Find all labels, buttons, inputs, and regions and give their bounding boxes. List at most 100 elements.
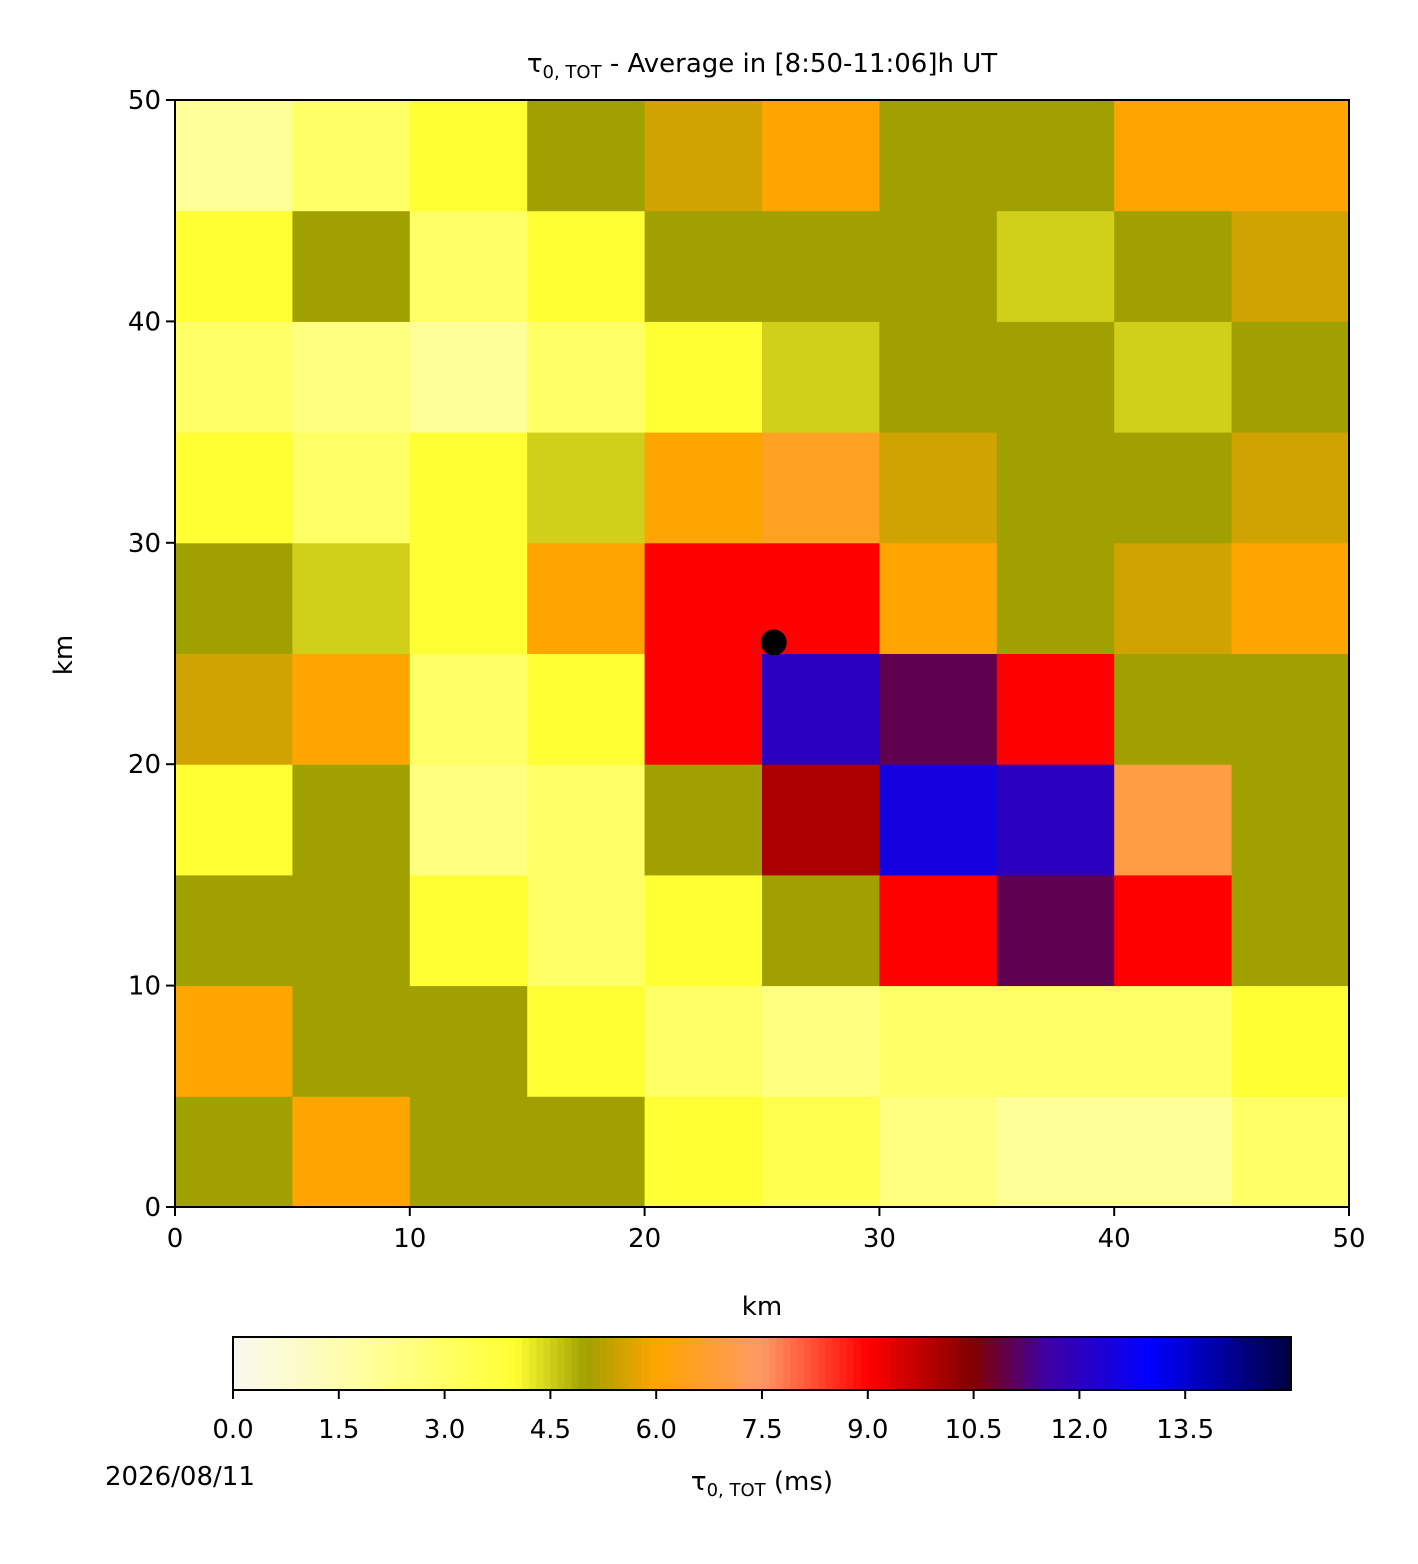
colorbar-step [1044, 1337, 1052, 1390]
heat-cell [175, 100, 293, 212]
y-tick-label: 0 [144, 1193, 161, 1223]
heat-cell [292, 985, 411, 1097]
heat-cell [996, 764, 1115, 876]
colorbar-step [1178, 1337, 1186, 1390]
heat-cell [1114, 100, 1233, 212]
x-tick-label: 20 [628, 1224, 661, 1254]
heat-cell [1114, 653, 1233, 765]
x-tick-label: 40 [1098, 1224, 1131, 1254]
colorbar-step [444, 1337, 453, 1390]
colorbar-step [437, 1337, 446, 1390]
heat-cell [762, 985, 880, 1097]
site-marker [760, 629, 787, 656]
colorbar-step [381, 1337, 389, 1390]
colorbar-step [839, 1337, 848, 1390]
colorbar-step [1185, 1337, 1193, 1390]
colorbar-step [1142, 1337, 1151, 1390]
x-tick-label: 30 [863, 1224, 896, 1254]
colorbar-step [402, 1337, 410, 1390]
colorbar-step [613, 1337, 622, 1390]
heat-cell [644, 874, 763, 987]
colorbar-step [557, 1337, 566, 1390]
heat-cell [409, 764, 528, 876]
cbar-subscript: 0, TOT [707, 1480, 767, 1501]
heat-cell [527, 100, 646, 212]
cbar-text: (ms) [766, 1467, 833, 1497]
colorbar-step [317, 1337, 326, 1390]
heat-cell [879, 210, 998, 322]
colorbar-step [606, 1337, 615, 1390]
colorbar-step [599, 1337, 608, 1390]
colorbar-step [719, 1337, 728, 1390]
heat-cell [409, 321, 528, 433]
colorbar-tick-label: 0.0 [212, 1415, 253, 1445]
heat-cell [1231, 874, 1350, 987]
colorbar-step [1255, 1337, 1264, 1390]
heat-cell [1231, 432, 1350, 544]
colorbar-step [423, 1337, 432, 1390]
heat-cell [644, 764, 763, 876]
colorbar-tick-label: 6.0 [636, 1415, 677, 1445]
colorbar-step [1008, 1337, 1017, 1390]
colorbar-step [493, 1337, 502, 1390]
colorbar-step [896, 1337, 904, 1390]
heat-cell [292, 1096, 411, 1208]
colorbar-step [1093, 1337, 1102, 1390]
colorbar-step [945, 1337, 954, 1390]
heat-cell [292, 874, 411, 987]
x-axis-label: km [742, 1292, 782, 1322]
colorbar-step [888, 1337, 897, 1390]
colorbar-step [754, 1337, 763, 1390]
heat-cell [996, 210, 1115, 322]
colorbar-step [451, 1337, 460, 1390]
colorbar-step [409, 1337, 417, 1390]
heat-cell [1231, 985, 1350, 1097]
colorbar-step [691, 1337, 700, 1390]
colorbar-step [261, 1337, 269, 1390]
colorbar-step [1213, 1337, 1222, 1390]
colorbar-label: τ0, TOT (ms) [691, 1467, 833, 1501]
y-tick-label: 50 [128, 86, 161, 116]
heat-cell [996, 100, 1115, 212]
heat-cell [879, 653, 998, 765]
colorbar-step [769, 1337, 777, 1390]
colorbar-step [289, 1337, 298, 1390]
colorbar-step [515, 1337, 523, 1390]
colorbar-step [987, 1337, 996, 1390]
colorbar-step [684, 1337, 693, 1390]
colorbar-step [536, 1337, 544, 1390]
colorbar-step [550, 1337, 559, 1390]
colorbar-step [627, 1337, 636, 1390]
colorbar-step [1065, 1337, 1073, 1390]
heat-cell [762, 210, 880, 322]
heat-cell [644, 432, 763, 544]
heat-cell [644, 653, 763, 765]
heat-cell [175, 321, 293, 433]
colorbar-step [1100, 1337, 1109, 1390]
colorbar-step [966, 1337, 975, 1390]
colorbar-step [705, 1337, 714, 1390]
heat-cell [292, 100, 411, 212]
heat-cell [644, 542, 763, 654]
colorbar-step [994, 1337, 1003, 1390]
colorbar-step [310, 1337, 319, 1390]
heat-cell [292, 653, 411, 765]
colorbar-step [1051, 1337, 1059, 1390]
colorbar-step [331, 1337, 340, 1390]
heat-cell [879, 321, 998, 433]
colorbar-step [472, 1337, 481, 1390]
heat-cell [292, 764, 411, 876]
heat-cell [527, 321, 646, 433]
colorbar-step [663, 1337, 671, 1390]
heat-cell [996, 985, 1115, 1097]
heat-cell [409, 874, 528, 987]
colorbar-step [1114, 1337, 1123, 1390]
colorbar-step [1164, 1337, 1172, 1390]
heat-cell [879, 542, 998, 654]
colorbar-step [1220, 1337, 1229, 1390]
colorbar-step [762, 1337, 770, 1390]
colorbar-step [324, 1337, 333, 1390]
colorbar-step [642, 1337, 650, 1390]
heat-cell [292, 432, 411, 544]
colorbar-step [268, 1337, 276, 1390]
